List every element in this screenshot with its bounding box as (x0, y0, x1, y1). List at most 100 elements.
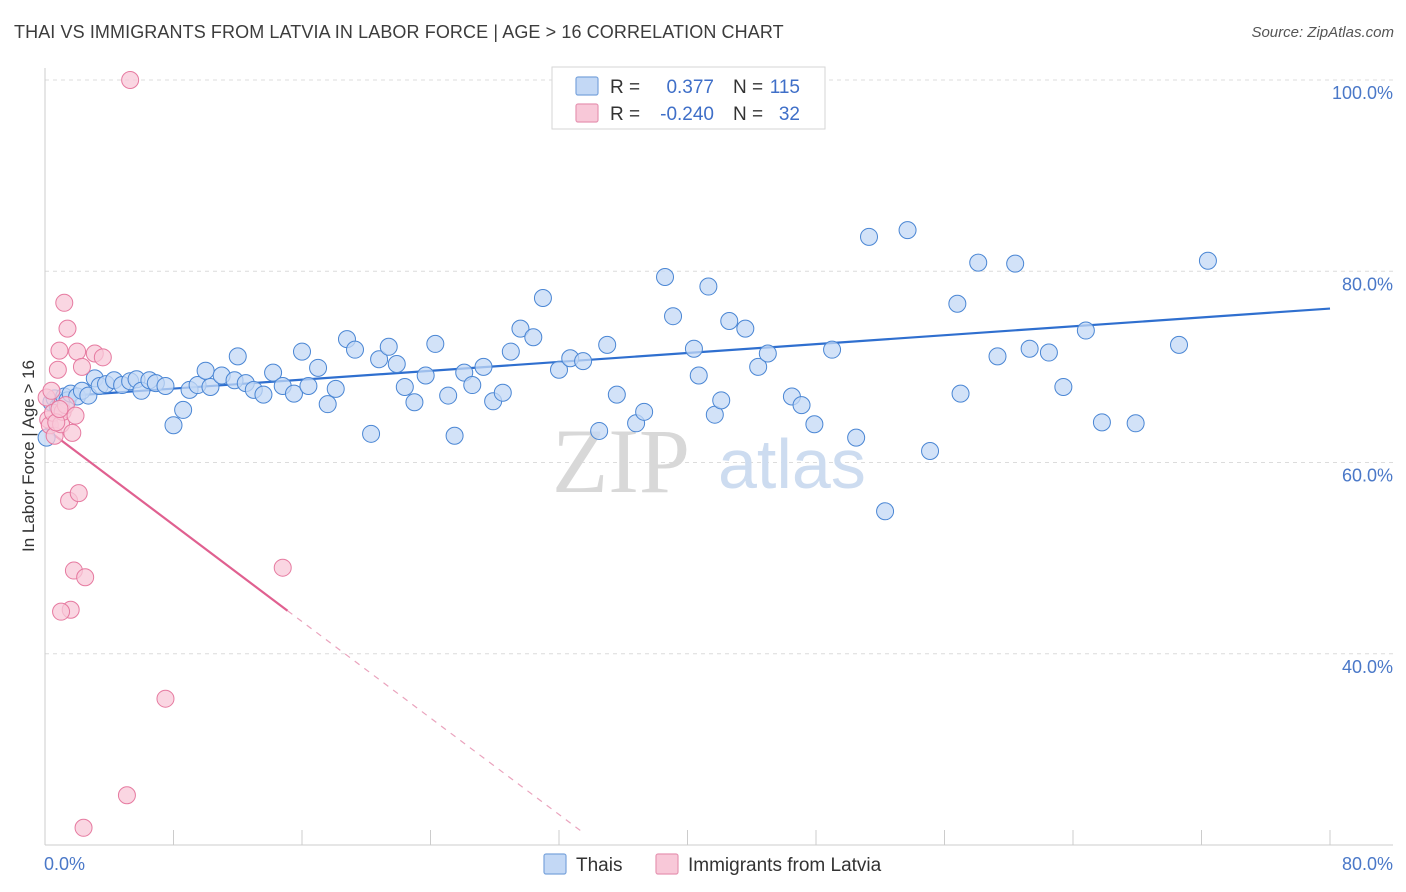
latvia-point (50, 341, 69, 360)
thais-point (1020, 339, 1039, 358)
legend-r-value-1: 0.377 (666, 77, 714, 98)
latvia-point (50, 399, 69, 418)
thais-point (1126, 414, 1145, 433)
y-tick-label: 40.0% (1342, 657, 1393, 677)
thais-point (318, 395, 337, 414)
thais-point (346, 340, 365, 359)
y-tick-label: 80.0% (1342, 274, 1393, 294)
thais-point (699, 277, 718, 296)
latvia-point (156, 689, 175, 708)
axes (44, 68, 1393, 846)
thais-point (1054, 377, 1073, 396)
legend-n-value-1: 115 (770, 77, 800, 98)
thais-point (876, 502, 895, 521)
thais-point (254, 385, 273, 404)
latvia-point (74, 818, 93, 837)
y-tick-label: 100.0% (1332, 83, 1393, 103)
thais-point (196, 361, 215, 380)
chart-title: THAI VS IMMIGRANTS FROM LATVIA IN LABOR … (14, 22, 784, 42)
bottom-legend-label-latvia: Immigrants from Latvia (688, 855, 882, 876)
thais-point (309, 358, 328, 377)
x-tick-label-max: 80.0% (1342, 854, 1393, 874)
thais-point (370, 350, 389, 369)
latvia-trend-extension (287, 610, 584, 834)
thais-point (921, 442, 940, 461)
y-tick-label: 60.0% (1342, 466, 1393, 486)
x-tick-label-min: 0.0% (44, 854, 85, 874)
thais-point (299, 377, 318, 395)
thais-point (164, 416, 183, 435)
legend-n-value-2: 32 (779, 104, 800, 125)
thais-point (511, 319, 530, 338)
latvia-point (121, 71, 140, 89)
grid-lines (45, 79, 1393, 655)
thais-point (684, 339, 703, 358)
thais-point (607, 385, 626, 404)
latvia-point (93, 348, 112, 367)
thais-point (1039, 343, 1058, 362)
watermark-atlas: atlas (718, 425, 866, 503)
thais-point (156, 377, 175, 395)
thais-point (635, 402, 654, 421)
thais-point (439, 386, 458, 405)
latvia-point (48, 360, 67, 379)
thais-point (264, 363, 283, 382)
thais-point (550, 360, 568, 379)
thais-point (574, 352, 593, 371)
thais-point (948, 294, 967, 313)
thais-point (493, 383, 512, 402)
data-points (37, 71, 1217, 837)
thais-point (736, 319, 755, 338)
latvia-point (117, 786, 136, 805)
thais-point (1092, 413, 1111, 432)
thais-point (656, 267, 675, 286)
thais-point (758, 344, 777, 363)
bottom-legend: Thais Immigrants from Latvia (543, 853, 882, 876)
thais-point (1198, 251, 1217, 270)
legend-r-value-2: -0.240 (660, 104, 714, 125)
bottom-legend-label-thais: Thais (576, 855, 622, 876)
thais-point (988, 347, 1007, 366)
legend: R = 0.377 N = 115 R = -0.240 N = 32 (551, 66, 826, 130)
thais-point (749, 357, 768, 376)
thais-point (533, 289, 552, 308)
legend-n-label-1: N = (733, 77, 763, 98)
legend-r-label-1: R = (610, 77, 640, 98)
thais-point (228, 347, 247, 366)
latvia-point (76, 568, 95, 587)
latvia-point (66, 406, 85, 425)
thais-point (174, 400, 193, 419)
thais-point (664, 307, 683, 326)
thais-point (590, 421, 609, 440)
thais-point (720, 311, 739, 330)
thais-point (387, 355, 406, 374)
thais-point (395, 377, 414, 396)
latvia-point (52, 602, 71, 621)
thais-point (951, 384, 970, 403)
latvia-point (58, 319, 77, 338)
tick-labels: 40.0% 60.0% 80.0% 100.0% 0.0% 80.0% (44, 83, 1393, 874)
thais-point (445, 426, 464, 445)
thais-point (326, 379, 345, 398)
thais-point (712, 391, 731, 410)
latvia-point (42, 381, 61, 400)
thais-point (792, 396, 811, 415)
thais-point (1170, 335, 1189, 354)
thais-point (689, 366, 708, 385)
bottom-legend-swatch-thais (543, 853, 567, 875)
thais-point (463, 376, 482, 395)
latvia-point (68, 342, 87, 361)
y-axis-label: In Labor Force | Age > 16 (19, 360, 38, 552)
thais-point (501, 342, 520, 361)
watermark-zip: ZIP (552, 410, 690, 512)
thais-point (598, 335, 617, 354)
legend-swatch-thais (575, 76, 599, 96)
thais-point (474, 357, 493, 376)
latvia-point (273, 558, 292, 577)
thais-point (969, 253, 988, 272)
latvia-point (63, 423, 82, 442)
thais-point (1076, 321, 1095, 340)
thais-point (201, 377, 220, 396)
thais-point (379, 337, 398, 356)
latvia-trend-line (44, 427, 289, 612)
